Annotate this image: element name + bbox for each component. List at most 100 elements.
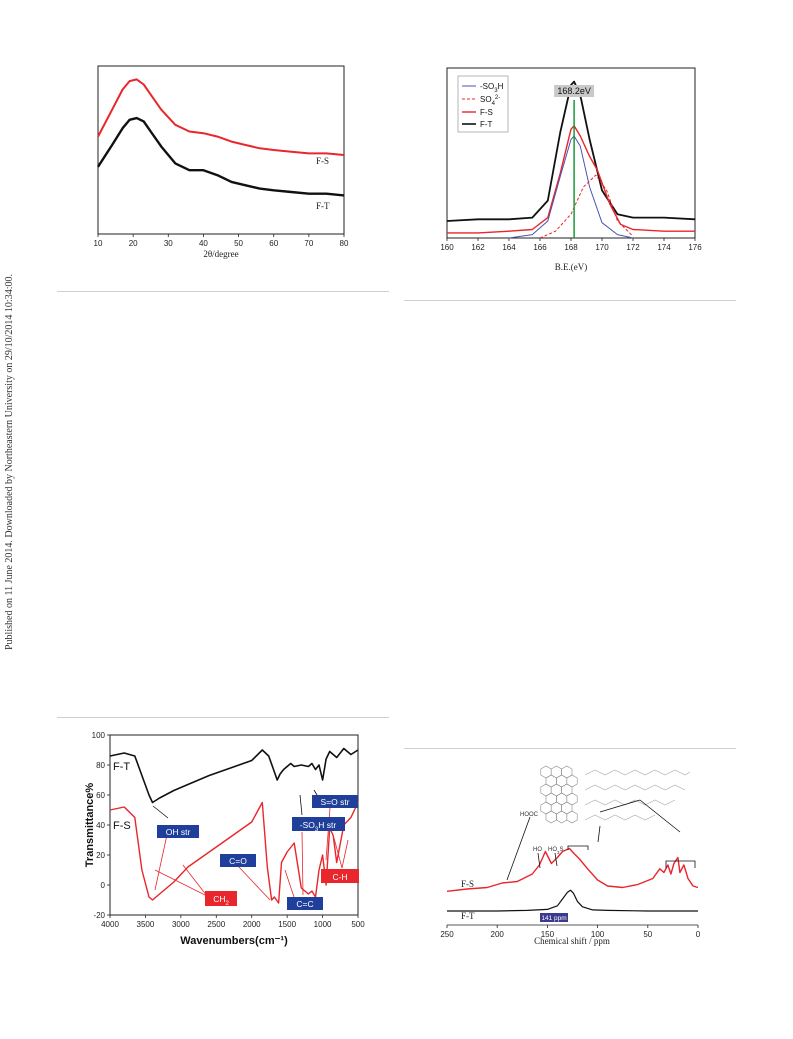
alkyl-chain xyxy=(584,769,691,776)
x-tick-label: 1000 xyxy=(314,920,332,929)
alkyl-chain xyxy=(584,784,686,791)
x-tick-label: 176 xyxy=(688,243,702,252)
label-cc: C=C xyxy=(296,899,313,909)
structure-label-ho: HO xyxy=(533,847,542,853)
series-line-ft xyxy=(96,116,345,197)
x-tick-label: 2500 xyxy=(207,920,225,929)
arrow-ch-b xyxy=(341,839,349,869)
series-line-ft xyxy=(447,889,698,912)
x-axis-label: Chemical shift / ppm xyxy=(534,936,610,946)
molecular-structure xyxy=(540,765,691,824)
marker-box xyxy=(540,913,568,922)
separator-rule xyxy=(57,291,389,292)
series-label-fs: F-S xyxy=(113,820,131,832)
x-tick-label: 164 xyxy=(502,243,516,252)
series-label-fs: F-S xyxy=(316,156,329,166)
structure-label-hooc: HOOC xyxy=(520,812,539,818)
series-line-fs xyxy=(109,801,359,904)
legend-label-ft: F-T xyxy=(480,120,493,129)
y-axis-label: Transmittance% xyxy=(84,783,96,868)
x-axis-label: B.E.(eV) xyxy=(555,262,588,272)
label-box-oh xyxy=(157,825,199,838)
x-tick-label: 150 xyxy=(541,930,555,939)
alkyl-chain xyxy=(584,814,656,821)
structure-label-ho3s: HO3S xyxy=(548,847,564,855)
arrow-co xyxy=(237,865,271,901)
annotation-arrows xyxy=(506,799,696,881)
x-tick-label: 168 xyxy=(564,243,578,252)
separator-rule xyxy=(404,300,736,301)
arrow-ring xyxy=(597,825,601,843)
x-tick-label: 172 xyxy=(626,243,640,252)
hexagon-ring xyxy=(545,810,557,824)
arrow-cc xyxy=(284,869,295,898)
label-ch: C-H xyxy=(332,872,347,882)
hexagon-ring xyxy=(566,810,578,824)
x-tick-label: 160 xyxy=(440,243,454,252)
series-line-so42 xyxy=(539,174,634,239)
x-tick-label: 162 xyxy=(471,243,485,252)
x-tick-label: 20 xyxy=(129,239,138,248)
label-so3h: -SO3H str xyxy=(300,820,337,833)
label-box-ch2 xyxy=(205,891,237,906)
x-tick-label: 250 xyxy=(440,930,454,939)
series-line-fs xyxy=(97,78,345,156)
arrow-ch2-a xyxy=(154,869,208,897)
y-tick-label: 20 xyxy=(96,851,105,860)
x-axis-label: Wavenumbers(cm⁻¹) xyxy=(180,935,288,947)
label-co: C=O xyxy=(229,856,247,866)
arrow-ho xyxy=(537,852,541,869)
x-tick-label: 10 xyxy=(94,239,103,248)
x-tick-label: 200 xyxy=(491,930,505,939)
hexagon-ring xyxy=(556,810,568,824)
x-tick-label: 500 xyxy=(351,920,365,929)
arrow-oh-fs xyxy=(154,829,169,891)
series-line-ft xyxy=(109,747,359,804)
series-line-fs xyxy=(447,125,695,234)
arrow-ch2-b xyxy=(182,864,208,897)
legend: -SO3H SO42- F-S F-T xyxy=(457,75,509,133)
y-tick-label: 80 xyxy=(96,761,105,770)
series-label-ft: F-T xyxy=(113,761,130,773)
label-box-so3h xyxy=(292,817,345,831)
y-tick-label: -20 xyxy=(93,911,105,920)
label-ch2: CH2 xyxy=(213,894,229,907)
arrow-ho3s xyxy=(554,852,558,867)
label-oh: OH str xyxy=(166,827,191,837)
y-tick-label: 40 xyxy=(96,821,105,830)
separator-rule xyxy=(57,717,389,718)
x-tick-label: 70 xyxy=(304,239,313,248)
x-tick-label: 3500 xyxy=(137,920,155,929)
series-label-ft: F-T xyxy=(461,911,475,921)
series-label-ft: F-T xyxy=(316,201,330,211)
legend-frame xyxy=(457,75,509,133)
arrow-hooc xyxy=(506,816,531,881)
x-tick-label: 50 xyxy=(234,239,243,248)
bracket-aliphatic xyxy=(665,860,696,868)
arrow-oh-ft xyxy=(152,805,169,819)
legend-label-fs: F-S xyxy=(480,108,493,117)
x-tick-label: 174 xyxy=(657,243,671,252)
x-tick-label: 170 xyxy=(595,243,609,252)
arrow-so3h-fs xyxy=(301,831,304,896)
arrow-so3h-ft xyxy=(299,794,303,816)
label-box-so xyxy=(312,795,358,808)
arrow-ch-a xyxy=(333,837,343,869)
x-axis-label: 2θ/degree xyxy=(203,249,238,259)
arrow-chain-a xyxy=(639,799,681,833)
x-tick-label: 0 xyxy=(696,930,701,939)
y-tick-label: 60 xyxy=(96,791,105,800)
x-tick-label: 166 xyxy=(533,243,547,252)
separator-rule xyxy=(404,748,736,749)
label-box-cc xyxy=(287,897,323,910)
series-line-ft xyxy=(446,80,696,222)
series-line-fs xyxy=(446,847,699,892)
peak-annotation-box xyxy=(554,85,595,97)
x-tick-label: 30 xyxy=(164,239,173,248)
x-tick-label: 2000 xyxy=(243,920,261,929)
alkyl-chain xyxy=(584,799,676,806)
